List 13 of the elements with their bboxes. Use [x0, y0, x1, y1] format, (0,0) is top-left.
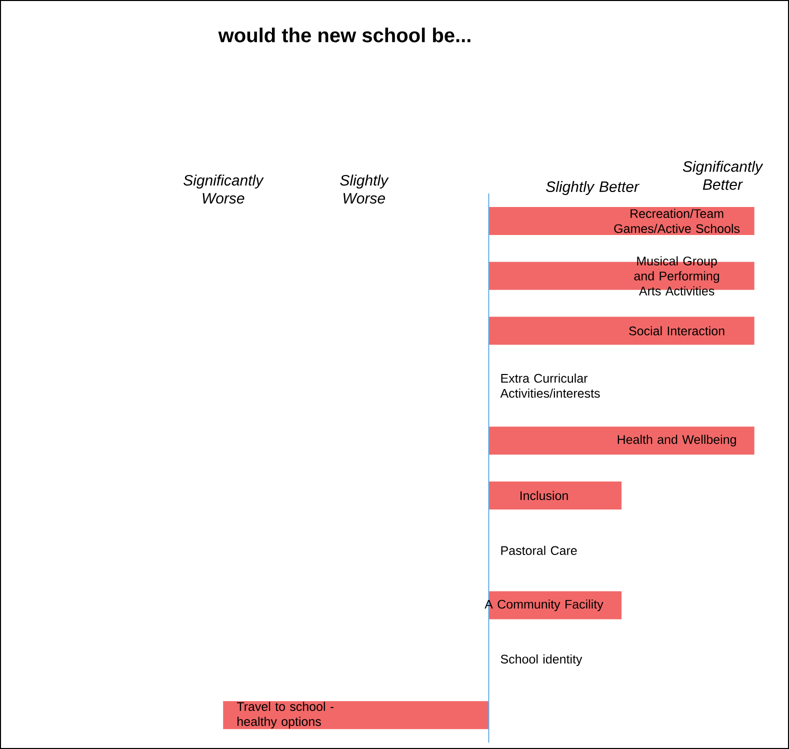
y-tick-label: Social Interaction: [629, 326, 724, 336]
annotation: Slightly Worse: [340, 174, 389, 204]
y-tick-label: Health and Wellbeing: [618, 434, 736, 446]
text: Significantly Better: [682, 160, 764, 190]
y-tick-label: Travel to school - healthy options: [236, 702, 334, 728]
y-tick-label: Recreation/Team Games/Active Schools: [614, 208, 740, 234]
y-tick-label: Pastoral Care: [501, 546, 577, 555]
y-tick-label: Extra Curricular Activities/interests: [500, 374, 600, 398]
annotation: Slightly Better: [546, 181, 640, 195]
annotation: Significantly Worse: [184, 174, 264, 204]
y-tick-label: School identity: [500, 654, 582, 666]
chart-title: would the new school be...: [218, 28, 470, 42]
y-tick-label: Inclusion: [520, 490, 568, 500]
